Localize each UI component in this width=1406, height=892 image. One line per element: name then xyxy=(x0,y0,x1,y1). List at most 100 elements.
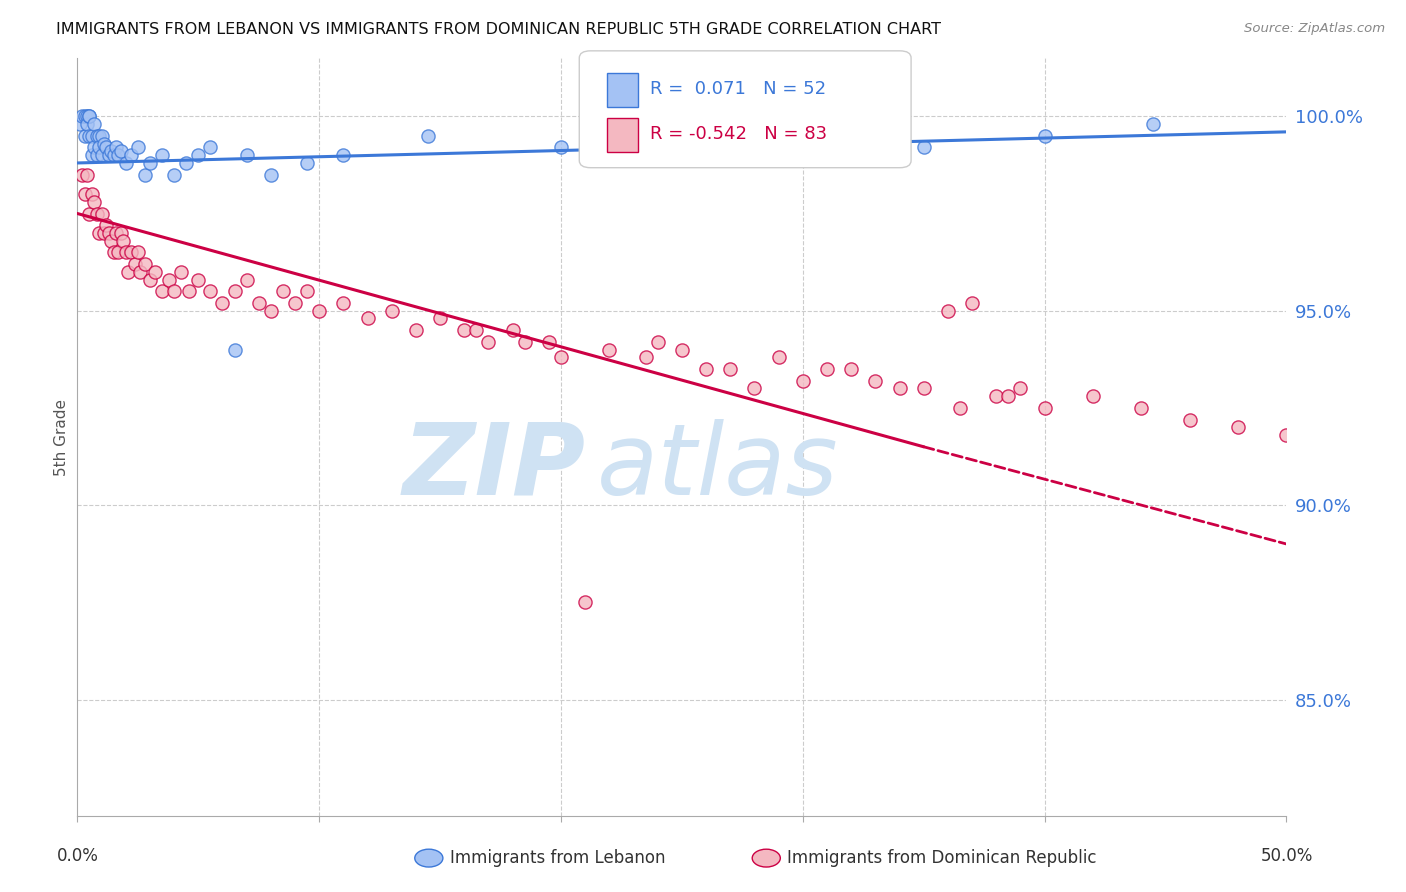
Point xyxy=(550,351,572,365)
Point xyxy=(90,128,112,143)
Point xyxy=(260,168,283,182)
Point xyxy=(79,206,101,220)
Point xyxy=(80,148,103,162)
Y-axis label: 5th Grade: 5th Grade xyxy=(53,399,69,475)
Point xyxy=(332,148,354,162)
Point xyxy=(634,351,657,365)
Point xyxy=(997,389,1019,403)
Point xyxy=(381,303,404,318)
Point xyxy=(598,343,620,357)
Point xyxy=(671,343,693,357)
Point xyxy=(76,117,98,131)
Point xyxy=(73,187,96,202)
Point xyxy=(960,296,983,310)
Point xyxy=(170,265,193,279)
Point xyxy=(87,226,110,240)
Point xyxy=(1033,128,1056,143)
Text: 0.0%: 0.0% xyxy=(56,847,98,864)
Point xyxy=(187,148,209,162)
Point xyxy=(70,168,93,182)
Point xyxy=(110,226,132,240)
Point xyxy=(865,374,887,388)
Point xyxy=(134,168,156,182)
Point xyxy=(120,245,142,260)
Point xyxy=(112,234,135,248)
Point xyxy=(177,285,200,299)
Point xyxy=(308,303,330,318)
Point xyxy=(114,156,136,170)
Point xyxy=(271,285,294,299)
Point xyxy=(284,296,307,310)
Point xyxy=(79,109,101,123)
Point xyxy=(127,140,149,154)
Point xyxy=(936,303,959,318)
Point xyxy=(129,265,152,279)
Point xyxy=(912,382,935,396)
Point xyxy=(718,128,741,143)
Point xyxy=(83,140,105,154)
Point xyxy=(139,272,162,286)
Point xyxy=(356,311,378,326)
Point xyxy=(139,156,162,170)
Point xyxy=(96,140,118,154)
Point xyxy=(429,311,451,326)
Point xyxy=(744,382,766,396)
Point xyxy=(1033,401,1056,415)
Point xyxy=(103,245,125,260)
Point xyxy=(187,272,209,286)
Point xyxy=(100,145,122,159)
Point xyxy=(97,148,120,162)
Point xyxy=(537,334,560,349)
Point xyxy=(143,265,166,279)
Point xyxy=(986,389,1008,403)
Point xyxy=(127,245,149,260)
Point xyxy=(107,148,129,162)
Text: Immigrants from Dominican Republic: Immigrants from Dominican Republic xyxy=(787,849,1097,867)
Point xyxy=(80,128,103,143)
Text: Immigrants from Lebanon: Immigrants from Lebanon xyxy=(450,849,665,867)
Point xyxy=(76,168,98,182)
Point xyxy=(332,296,354,310)
Point xyxy=(76,109,98,123)
Text: 50.0%: 50.0% xyxy=(1260,847,1313,864)
Point xyxy=(211,296,233,310)
Point xyxy=(683,128,706,143)
Point xyxy=(647,136,669,151)
Point xyxy=(87,140,110,154)
Point xyxy=(815,362,838,376)
Point xyxy=(502,323,524,337)
Point xyxy=(93,226,115,240)
Point xyxy=(465,323,488,337)
Point xyxy=(73,109,96,123)
Point xyxy=(86,148,108,162)
Point xyxy=(1227,420,1250,434)
Point xyxy=(117,265,139,279)
Point xyxy=(1130,401,1153,415)
Point xyxy=(235,148,257,162)
Point xyxy=(695,148,717,162)
Point xyxy=(792,374,814,388)
Point xyxy=(97,226,120,240)
Point xyxy=(839,362,862,376)
Text: R =  0.071   N = 52: R = 0.071 N = 52 xyxy=(650,80,825,98)
Point xyxy=(1178,412,1201,426)
Point xyxy=(70,109,93,123)
Point xyxy=(96,218,118,232)
Point xyxy=(174,156,197,170)
Point xyxy=(134,257,156,271)
Point xyxy=(295,156,318,170)
Point xyxy=(405,323,427,337)
Point xyxy=(120,148,142,162)
Point xyxy=(93,136,115,151)
Point xyxy=(79,128,101,143)
Point xyxy=(949,401,972,415)
Point xyxy=(235,272,257,286)
Point xyxy=(124,257,146,271)
Point xyxy=(86,206,108,220)
Point xyxy=(110,145,132,159)
Point xyxy=(768,351,790,365)
Point xyxy=(73,128,96,143)
Point xyxy=(1142,117,1164,131)
Point xyxy=(718,362,741,376)
Point xyxy=(103,148,125,162)
